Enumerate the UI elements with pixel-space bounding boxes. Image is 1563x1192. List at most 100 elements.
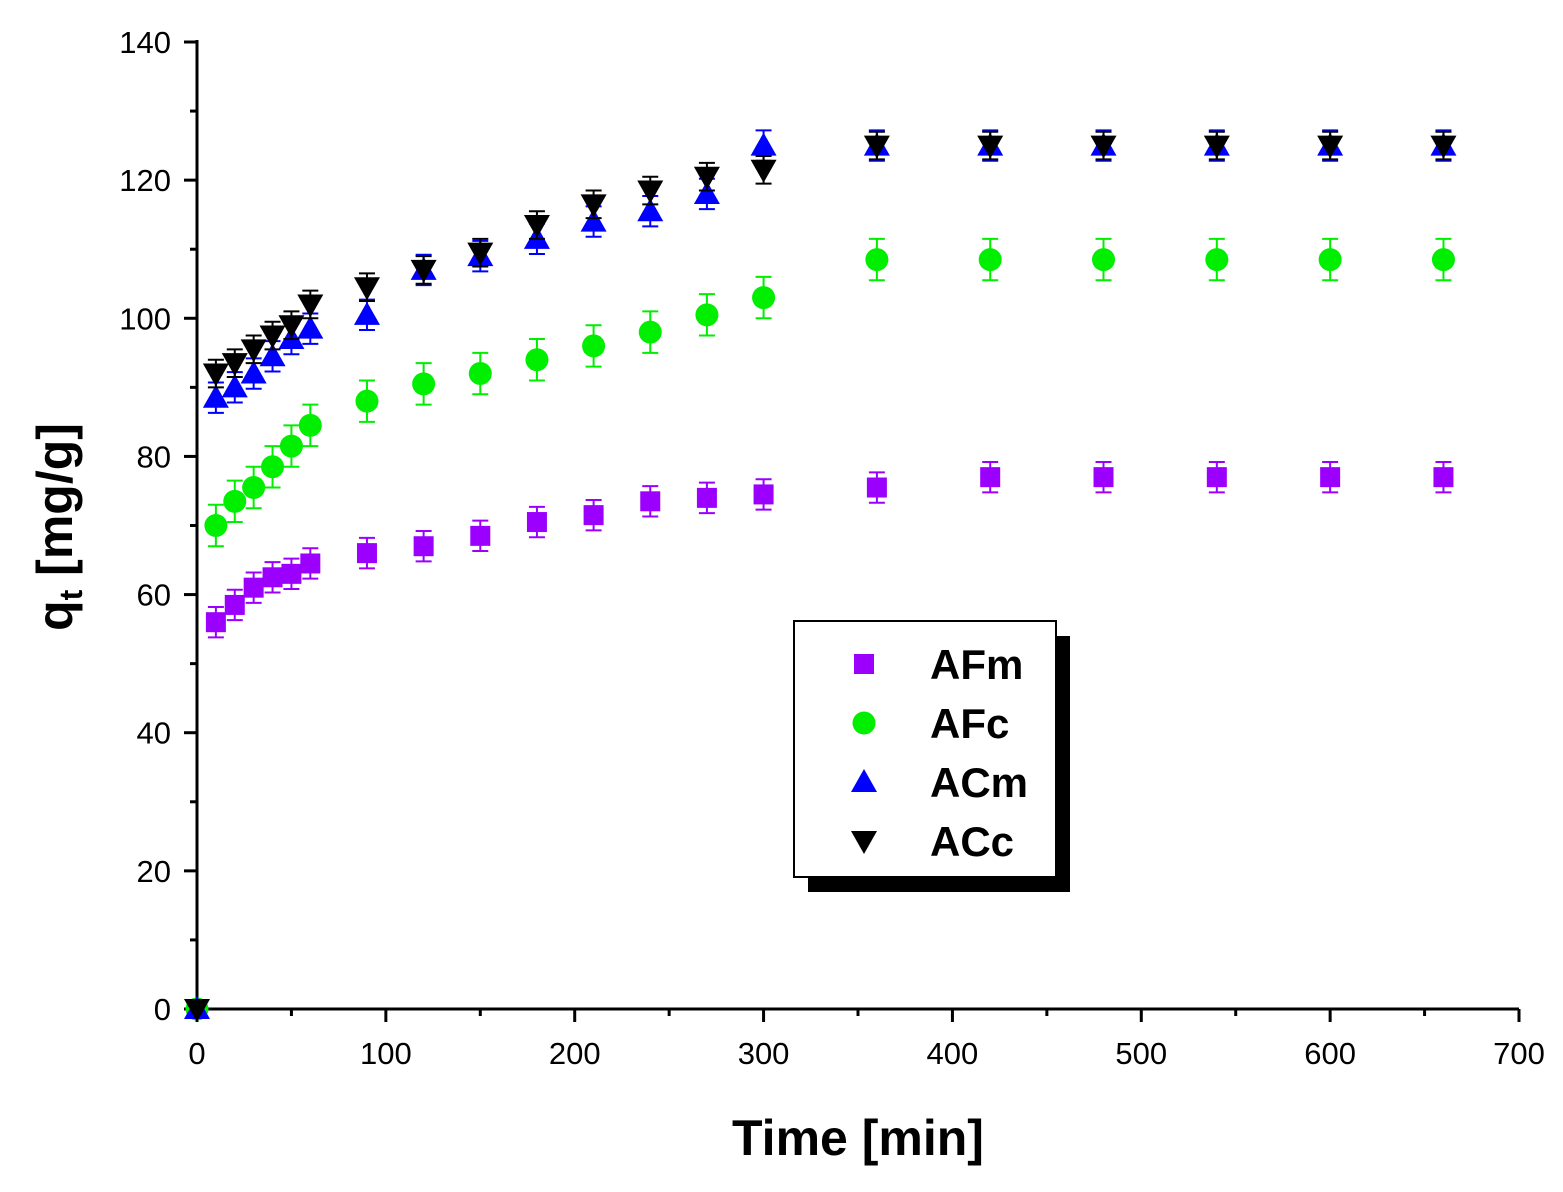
data-point-AFc [1092,248,1116,272]
y-axis-title: qt [mg/g] [27,423,89,631]
data-point-ACc [240,339,267,363]
y-tick-label: 100 [119,301,171,336]
data-point-AFc [298,413,322,437]
y-tick-label: 140 [119,25,171,60]
data-point-AFm [640,491,661,512]
data-point-AFm [1320,467,1341,488]
series-AFc [185,237,1455,1021]
data-point-AFc [1205,248,1229,272]
series-AFm [187,460,1454,1019]
series-ACc [184,130,1457,1022]
data-point-AFc [1318,248,1342,272]
data-point-ACc [1203,135,1230,159]
data-point-AFc [865,248,889,272]
legend-marker-ACm [851,769,877,792]
data-point-ACm [750,132,777,156]
data-point-AFm [224,594,245,615]
data-point-ACm [240,360,267,384]
x-tick-label: 600 [1304,1036,1356,1071]
data-point-ACm [353,301,380,325]
y-tick-label: 120 [119,163,171,198]
data-point-AFc [261,455,285,479]
data-point-ACc [977,135,1004,159]
legend-items: AFm AFc ACm ACc [851,641,1028,865]
data-point-ACm [297,315,324,339]
data-point-ACc [184,999,210,1022]
data-point-AFm [1433,467,1454,488]
y-axis-title-sub: t [53,589,89,600]
data-point-AFm [980,467,1001,488]
x-axis-title: Time [min] [732,1110,984,1166]
data-point-AFc [752,286,776,310]
data-point-ACc [410,259,437,283]
data-point-ACc [259,325,286,349]
data-point-AFm [205,612,226,633]
data-point-ACc [580,194,607,218]
data-point-AFc [638,320,662,344]
x-tick-label: 200 [549,1036,601,1071]
data-point-ACc [863,135,890,159]
data-point-AFm [526,512,547,533]
legend: AFm AFc ACm ACc [793,620,1070,892]
data-point-ACm [202,384,229,408]
y-tick-label: 0 [154,992,171,1027]
data-point-ACm [580,208,607,232]
x-tick-label: 400 [927,1036,979,1071]
data-point-AFm [470,525,491,546]
data-point-ACc [693,166,720,190]
legend-label-AFm: AFm [930,641,1023,688]
data-point-AFc [223,489,247,513]
y-tick-label: 20 [137,854,171,889]
data-point-AFm [413,536,434,557]
data-point-ACm [259,343,286,367]
data-point-AFc [1431,248,1455,272]
y-tick-label: 60 [137,578,171,613]
data-point-AFc [242,476,266,500]
data-point-AFm [262,567,283,588]
data-point-AFm [281,563,302,584]
data-point-ACc [202,363,229,387]
svg-text:qt [mg/g]: qt [mg/g] [27,423,89,631]
data-point-ACc [1090,135,1117,159]
data-point-AFc [468,362,492,386]
data-point-ACc [221,353,248,377]
data-point-AFc [525,348,549,372]
data-point-AFc [412,372,436,396]
data-point-ACc [353,277,380,301]
data-point-ACc [1430,135,1457,159]
data-point-ACm [693,180,720,204]
y-tick-label: 80 [137,439,171,474]
data-point-ACc [637,180,664,204]
data-point-ACc [297,294,324,318]
data-point-AFm [866,477,887,498]
y-tick-label: 40 [137,716,171,751]
data-point-ACc [278,315,305,339]
data-point-AFm [1206,467,1227,488]
data-point-ACc [523,215,550,239]
y-axis-title-unit: [mg/g] [27,423,83,576]
data-point-AFm [583,505,604,526]
series-layer [184,129,1457,1022]
data-point-ACc [1317,135,1344,159]
data-point-AFm [1093,467,1114,488]
data-point-AFm [356,543,377,564]
legend-marker-AFm [854,654,874,674]
data-point-ACm [637,198,664,222]
data-point-AFc [582,334,606,358]
data-point-ACc [750,159,777,183]
data-point-AFm [753,484,774,505]
x-tick-label: 500 [1115,1036,1167,1071]
legend-box [793,620,1057,878]
x-tick-label: 300 [738,1036,790,1071]
x-tick-label: 100 [360,1036,412,1071]
data-point-AFc [978,248,1002,272]
data-point-ACm [221,374,248,398]
data-point-AFm [300,553,321,574]
legend-marker-AFc [852,711,876,735]
data-point-AFc [695,303,719,327]
data-point-AFc [355,389,379,413]
y-axis-title-main: q [27,600,83,631]
data-point-AFc [279,434,303,458]
x-tick-label: 0 [188,1036,205,1071]
